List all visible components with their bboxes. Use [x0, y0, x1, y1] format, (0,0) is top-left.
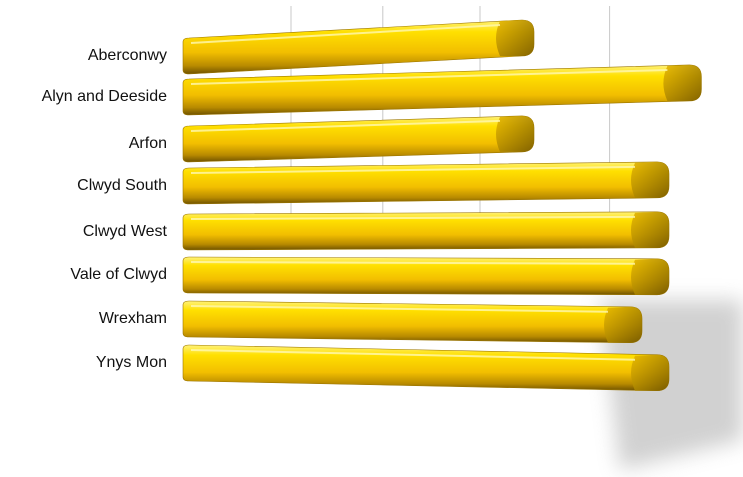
- category-labels: Aberconwy Alyn and Deeside Arfon Clwyd Sout…: [42, 47, 168, 371]
- bar-end-cap: [604, 306, 642, 343]
- bar-end-cap: [663, 64, 702, 101]
- bar-highlight: [190, 68, 668, 85]
- category-label: Wrexham: [99, 310, 167, 327]
- bar-highlight: [190, 119, 501, 132]
- bar-body: [182, 19, 535, 75]
- bar-end-cap: [631, 161, 669, 198]
- bar-end-cap: [631, 354, 669, 391]
- bar-end-cap: [631, 258, 669, 295]
- bar-highlight: [190, 305, 609, 313]
- category-label: Alyn and Deeside: [42, 88, 168, 105]
- category-label: Vale of Clwyd: [70, 266, 167, 283]
- bar-end-cap: [496, 20, 534, 56]
- bar-end-cap: [496, 115, 534, 152]
- bar-6: [182, 256, 670, 296]
- bar-4: [182, 161, 670, 205]
- bar-end-cap: [631, 211, 669, 248]
- category-label: Ynys Mon: [96, 354, 167, 371]
- shadow: [600, 300, 743, 470]
- bar-1: [182, 19, 535, 75]
- bar-highlight: [190, 349, 636, 361]
- category-label: Aberconwy: [88, 47, 167, 64]
- category-label: Clwyd South: [77, 177, 167, 194]
- bar-highlight: [190, 165, 636, 174]
- bars: [182, 19, 702, 392]
- bar-highlight: [190, 261, 636, 265]
- bar-highlight: [190, 24, 501, 44]
- bar-7: [182, 300, 643, 344]
- bar-highlight: [190, 215, 636, 220]
- bar-5: [182, 211, 670, 251]
- bar-shadow: [600, 300, 743, 470]
- category-label: Arfon: [129, 135, 167, 152]
- bar-3: [182, 115, 535, 163]
- bar-2: [182, 64, 702, 116]
- bar-8: [182, 344, 670, 392]
- category-label: Clwyd West: [83, 223, 168, 240]
- bar-body: [182, 115, 535, 163]
- bar-body: [182, 64, 702, 116]
